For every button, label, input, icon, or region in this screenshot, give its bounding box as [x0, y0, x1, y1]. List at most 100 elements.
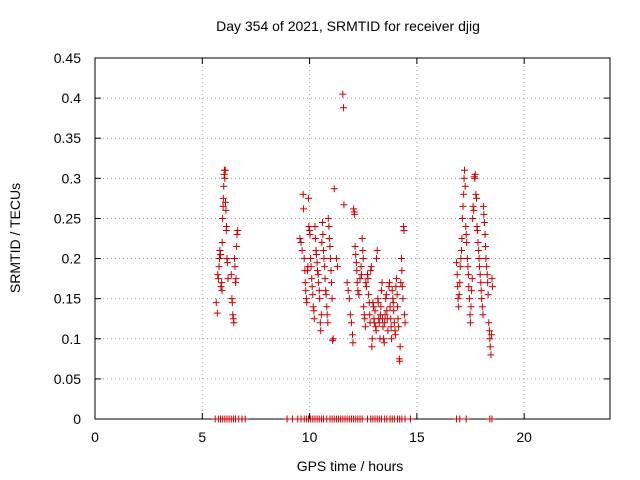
- data-point: [399, 295, 407, 303]
- data-point: [393, 291, 401, 299]
- data-point: [305, 222, 313, 230]
- y-tick-label: 0.4: [62, 90, 82, 106]
- data-point: [318, 239, 326, 247]
- data-point: [359, 247, 367, 255]
- data-point: [484, 291, 492, 299]
- data-point: [339, 90, 347, 98]
- data-point: [297, 239, 305, 247]
- data-point: [381, 311, 389, 319]
- data-point: [214, 275, 222, 283]
- data-point: [453, 271, 461, 279]
- data-point: [473, 226, 481, 234]
- data-point: [315, 287, 323, 295]
- data-point: [370, 303, 378, 311]
- data-point: [475, 247, 483, 255]
- data-point: [234, 226, 242, 234]
- data-point: [457, 255, 465, 263]
- data-point: [221, 174, 229, 182]
- data-point: [229, 311, 237, 319]
- data-point: [381, 319, 389, 327]
- y-tick-label: 0.15: [54, 291, 81, 307]
- data-point: [460, 190, 468, 198]
- data-point: [221, 166, 229, 174]
- data-point: [368, 335, 376, 343]
- data-point: [332, 255, 340, 263]
- data-point: [221, 198, 229, 206]
- data-point: [301, 279, 309, 287]
- data-point: [351, 243, 359, 251]
- data-point: [319, 230, 327, 238]
- y-tick-label: 0.05: [54, 371, 81, 387]
- data-point: [327, 279, 335, 287]
- data-point: [299, 190, 307, 198]
- data-point: [216, 247, 224, 255]
- data-point: [461, 166, 469, 174]
- data-point: [392, 283, 400, 291]
- data-point: [400, 226, 408, 234]
- data-point: [379, 323, 387, 331]
- data-point: [454, 295, 462, 303]
- data-point: [466, 311, 474, 319]
- data-point: [325, 222, 333, 230]
- data-point: [481, 230, 489, 238]
- data-point: [456, 263, 464, 271]
- data-point: [307, 255, 315, 263]
- data-point: [353, 267, 361, 275]
- data-point: [389, 299, 397, 307]
- data-point: [326, 255, 334, 263]
- data-point: [358, 235, 366, 242]
- data-point: [310, 315, 318, 323]
- x-axis-label: GPS time / hours: [297, 458, 404, 474]
- data-point: [390, 307, 398, 315]
- data-point: [486, 343, 494, 351]
- data-point: [323, 311, 331, 319]
- data-point: [396, 357, 404, 365]
- data-point: [347, 319, 355, 327]
- data-point: [322, 291, 330, 299]
- y-tick-label: 0.2: [62, 251, 82, 267]
- data-point: [310, 307, 318, 315]
- data-point: [233, 243, 241, 251]
- data-point: [213, 309, 221, 317]
- data-point: [458, 247, 466, 255]
- data-point: [392, 275, 400, 283]
- data-point: [298, 247, 306, 255]
- data-point: [313, 259, 321, 267]
- data-point: [227, 271, 235, 279]
- data-point: [478, 303, 486, 311]
- data-point: [469, 202, 477, 210]
- data-point: [362, 279, 370, 287]
- data-point: [308, 283, 316, 291]
- data-point: [321, 263, 329, 271]
- y-tick-label: 0: [73, 411, 81, 427]
- data-point: [224, 275, 232, 283]
- data-point: [317, 327, 325, 335]
- data-point: [354, 287, 362, 295]
- data-point: [218, 279, 226, 287]
- data-point: [228, 299, 236, 307]
- x-tick-label: 10: [302, 429, 318, 445]
- x-tick-label: 20: [516, 429, 532, 445]
- data-point: [372, 327, 380, 335]
- x-tick-label: 15: [409, 429, 425, 445]
- data-point: [462, 230, 470, 238]
- data-point: [241, 415, 249, 423]
- data-point: [476, 263, 484, 271]
- data-point: [464, 271, 472, 279]
- data-point: [346, 311, 354, 319]
- y-tick-label: 0.45: [54, 50, 81, 66]
- data-point: [394, 303, 402, 311]
- data-point: [394, 315, 402, 323]
- data-point: [390, 319, 398, 327]
- data-point: [296, 235, 304, 242]
- data-point: [373, 255, 381, 263]
- y-tick-labels: 0 0.05 0.1 0.15 0.2 0.25 0.3 0.35 0.4 0.45: [54, 50, 81, 427]
- data-point: [300, 205, 308, 213]
- data-point: [386, 303, 394, 311]
- y-tick-label: 0.25: [54, 210, 81, 226]
- data-point: [476, 271, 484, 279]
- data-point: [344, 287, 352, 295]
- data-point: [478, 295, 486, 303]
- data-point: [461, 182, 469, 190]
